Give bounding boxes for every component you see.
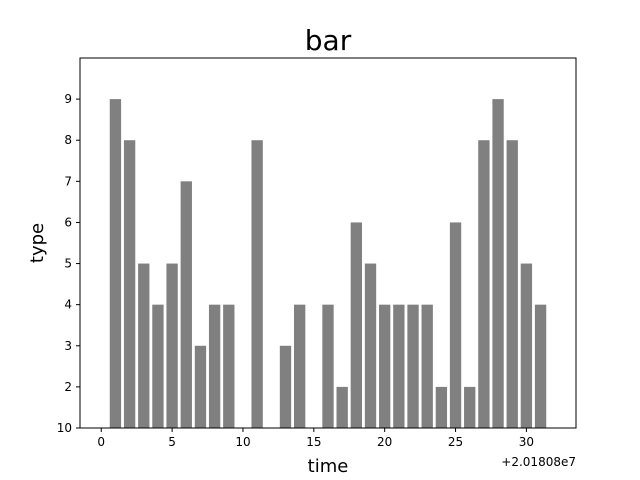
bar (449, 222, 462, 428)
y-tick-label: 3 (64, 339, 72, 353)
bar (364, 263, 377, 428)
bar (350, 222, 363, 428)
bar (379, 304, 391, 428)
bar (109, 99, 122, 428)
bar (208, 304, 221, 428)
y-tick-label: 2 (64, 380, 72, 394)
y-tick-label: 10 (57, 421, 72, 435)
plot-frame (79, 57, 577, 429)
y-tick-label: 7 (64, 174, 72, 188)
x-tick-label: 10 (235, 435, 250, 449)
x-axis-offset-label: +2.01808e7 (501, 455, 576, 469)
y-tick-label: 9 (64, 92, 72, 106)
bar (180, 181, 192, 428)
bar (506, 140, 518, 428)
x-tick-label: 15 (306, 435, 321, 449)
chart-title: bar (305, 24, 352, 57)
bar (223, 304, 235, 428)
x-tick-label: 0 (97, 435, 105, 449)
bar (492, 99, 504, 428)
y-tick-label: 6 (64, 215, 72, 229)
bar (421, 304, 433, 428)
x-tick-label: 20 (377, 435, 392, 449)
bar (393, 304, 405, 428)
bar (279, 345, 292, 428)
bar (123, 140, 136, 428)
bar (152, 304, 164, 428)
bar (520, 263, 533, 428)
x-tick-label: 5 (168, 435, 176, 449)
x-axis-ticks: 0 5 10 15 20 25 30 (97, 428, 534, 449)
x-tick-label: 30 (519, 435, 534, 449)
y-axis-ticks: 10 2 3 4 5 6 7 8 9 (57, 92, 80, 435)
bar (435, 386, 448, 428)
bar (478, 140, 490, 428)
y-axis-label: type (27, 223, 48, 263)
bar (166, 263, 178, 428)
bars-group (109, 99, 547, 428)
bar (138, 263, 150, 428)
bar (322, 304, 334, 428)
x-tick-label: 25 (448, 435, 463, 449)
x-axis-label: time (308, 456, 349, 477)
y-tick-label: 8 (64, 133, 72, 147)
bar (464, 386, 476, 428)
bar (293, 304, 306, 428)
y-tick-label: 5 (64, 257, 72, 271)
bar (534, 304, 547, 428)
bar (407, 304, 419, 428)
bar (194, 345, 207, 428)
bar (336, 386, 348, 428)
bar (251, 140, 263, 428)
y-tick-label: 4 (64, 298, 72, 312)
